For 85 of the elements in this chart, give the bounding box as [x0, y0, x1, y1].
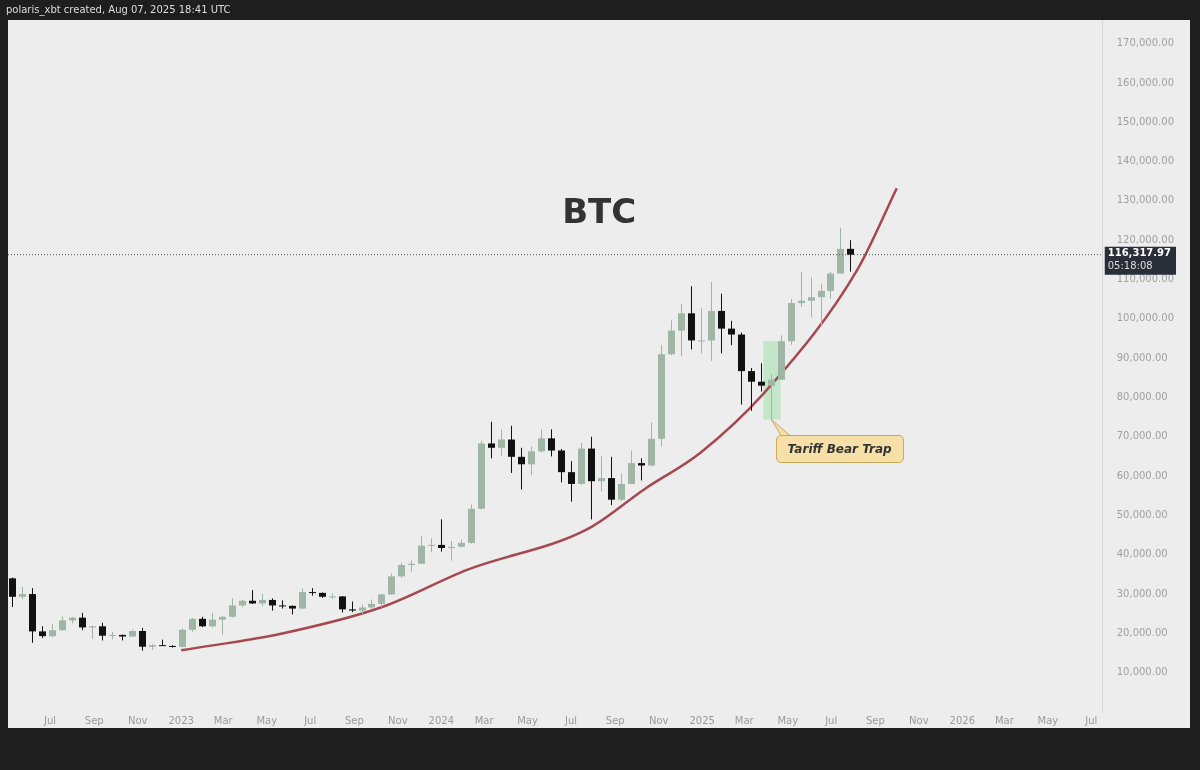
x-tick-label: Mar [474, 714, 495, 726]
candlestick [608, 456, 615, 506]
line-series [179, 187, 899, 652]
x-tick-label: May [256, 714, 278, 726]
candlestick [428, 537, 435, 553]
x-tick-label: Nov [388, 714, 408, 726]
candlestick [219, 615, 226, 636]
x-tick-label: Mar [734, 714, 755, 726]
candlestick [628, 450, 635, 485]
candlestick [309, 587, 316, 597]
candlestick [808, 277, 815, 318]
candlestick [768, 373, 775, 420]
x-tick-label: 2025 [689, 714, 715, 726]
x-tick-label: Nov [127, 714, 148, 726]
y-tick-label: 150,000.00 [1116, 115, 1175, 127]
ref-line-label: 116,317.97 [1107, 247, 1172, 259]
y-tick-label: 130,000.00 [1116, 194, 1175, 206]
y-tick-label: 160,000.00 [1116, 76, 1175, 88]
text: 05:18:08 [1107, 260, 1153, 272]
y-tick-label: 20,000.00 [1116, 626, 1168, 638]
candlestick [598, 455, 605, 492]
x-tick-label: 2023 [168, 714, 194, 726]
candlestick [538, 428, 545, 453]
candlestick [827, 271, 834, 300]
candlestick [728, 320, 735, 346]
x-tick-label: Nov [648, 714, 669, 726]
x-tick-label: Jul [824, 714, 838, 726]
y-tick-label: 90,000.00 [1116, 351, 1168, 363]
candlestick [847, 239, 854, 273]
candlestick [818, 283, 825, 327]
candlestick [229, 597, 236, 619]
candlestick [698, 307, 705, 354]
annotation: Tariff Bear Trap [775, 435, 904, 464]
y-tick-label: 80,000.00 [1116, 391, 1168, 403]
candlestick [498, 429, 505, 457]
x-tick-label: Jul [303, 714, 317, 726]
x-tick-label: 2024 [428, 714, 455, 726]
candlestick [528, 446, 535, 476]
candlestick [438, 518, 445, 553]
y-tick-label: 110,000.00 [1116, 273, 1175, 285]
candlestick [558, 448, 565, 483]
candlestick [139, 627, 146, 652]
y-tick-label: 100,000.00 [1116, 312, 1175, 324]
y-tick-label: 140,000.00 [1116, 155, 1175, 167]
x-tick-label: Mar [994, 714, 1015, 726]
candlestick [618, 473, 625, 502]
x-tick-label: May [517, 714, 538, 726]
x-tick-label: May [1037, 714, 1059, 726]
candlestick [718, 293, 725, 354]
y-tick-label: 30,000.00 [1116, 587, 1168, 599]
candlestick [508, 425, 515, 474]
y-tick-label: 60,000.00 [1116, 469, 1168, 481]
candlestick [299, 588, 306, 610]
candlestick [279, 599, 286, 610]
x-tick-label: Nov [909, 714, 929, 726]
candlestick [568, 460, 575, 503]
text: polaris_xbt created, Aug 07, 2025 18:41 UTC [6, 3, 231, 16]
y-tick-label: 10,000.00 [1116, 666, 1168, 678]
y-tick-label: 170,000.00 [1116, 37, 1175, 49]
y-tick-label: 50,000.00 [1116, 509, 1168, 520]
y-tick-label: 120,000.00 [1116, 233, 1175, 245]
candlestick [488, 421, 495, 459]
x-tick-label: Jul [564, 714, 578, 726]
candlestick [518, 447, 525, 490]
x-tick-label: 2026 [949, 714, 976, 726]
candlestick [678, 303, 685, 357]
x-tick-label: Sep [605, 714, 625, 726]
x-tick-label: Mar [213, 714, 234, 726]
candlestick [169, 644, 176, 649]
text: BTC [562, 190, 637, 231]
x-tick-label: Sep [84, 714, 104, 726]
candlestick [748, 367, 755, 412]
y-tick-label: 40,000.00 [1116, 548, 1168, 560]
y-tick-label: 70,000.00 [1116, 430, 1168, 442]
candlestick [758, 362, 765, 393]
x-tick-label: Sep [344, 714, 364, 726]
x-tick-label: Jul [1084, 714, 1098, 726]
candlestick [548, 428, 555, 457]
x-tick-label: May [777, 714, 799, 726]
x-tick-label: Sep [865, 714, 885, 726]
x-tick-label: Jul [43, 714, 57, 726]
candlestick [418, 535, 425, 565]
candlestick [388, 572, 395, 596]
candlestick [9, 577, 16, 608]
candlestick [668, 319, 675, 356]
